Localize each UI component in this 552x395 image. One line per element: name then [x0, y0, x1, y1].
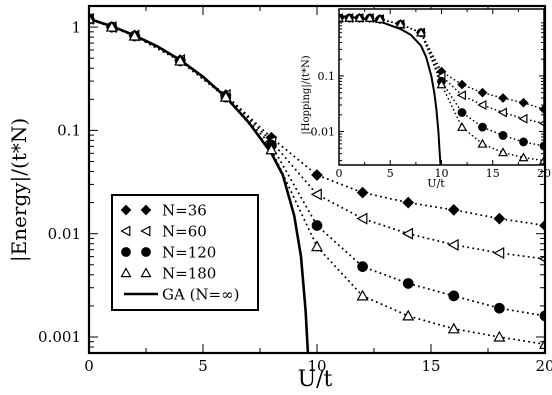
inset-series-n-180-point: [497, 147, 509, 157]
inset-series-n-36-point: [477, 87, 488, 98]
main-y-tick-label: 1: [71, 18, 81, 36]
main-y-axis-label: |Energy|/(t*N): [7, 118, 32, 262]
main-series-n-120-point: [448, 290, 460, 302]
inset-x-tick-label: 0: [336, 167, 343, 180]
main-x-tick-label: 15: [421, 357, 440, 375]
main-series-n-36-point: [539, 219, 545, 232]
main-series-n-60-point: [401, 227, 414, 240]
main-series-n-60-point: [356, 212, 368, 225]
inset-y-tick-label: 0.01: [311, 125, 336, 138]
inset-x-axis-label: U/t: [427, 177, 445, 190]
inset-series-n-60-point: [518, 113, 528, 124]
main-series-n-180-point: [89, 12, 96, 24]
main-series-n-180-point: [265, 143, 278, 155]
main-y-tick-label: 0.01: [48, 225, 81, 243]
legend-n-120-swatch: [121, 247, 131, 257]
main-series-n-36-point: [447, 204, 460, 216]
main-series-n-180-point: [356, 289, 369, 301]
inset-series-n-36-point: [518, 97, 529, 108]
legend-n-180-swatch: [140, 267, 152, 278]
inset-data: [339, 12, 544, 165]
main-series-n-180-point: [310, 240, 324, 252]
inset-plot: 0 5 10 15 20 0.01 0.1: [311, 8, 551, 180]
main-series-n-120-line: [89, 17, 545, 317]
main-series-n-180-point: [402, 309, 415, 321]
main-frame: [87, 4, 547, 355]
legend-n-60-swatch: [140, 225, 151, 237]
inset-x-tick-label: 15: [486, 167, 500, 180]
legend-n-36-swatch: [120, 204, 132, 216]
main-series-n-60-point: [493, 247, 505, 260]
main-x-tick-label: 5: [198, 357, 208, 375]
inset-series-n-180-point: [395, 19, 406, 29]
main-y-tick-label: 0.001: [38, 328, 81, 346]
main-series-n-36-point: [356, 186, 369, 199]
inset-series-n-120-point: [498, 131, 508, 140]
inset-y-axis-label: |Hopping|/(t*N): [301, 55, 312, 134]
inset-series-n-60-point: [497, 107, 507, 118]
inset-series-n-120-point: [478, 122, 487, 132]
legend-n-120-label: N=120: [162, 244, 216, 262]
main-x-tick-label: 0: [84, 357, 94, 375]
main-y-tick-label: 0.1: [57, 122, 81, 140]
inset-series-n-180-point: [538, 155, 544, 165]
legend-box: [111, 194, 259, 311]
inset-x-tick-label: 10: [435, 167, 449, 180]
legend: N=36 N=60 N=120 N=180 GA (N=∞): [111, 194, 259, 311]
inset-series-n-36-point: [498, 93, 508, 103]
main-series-n-120-point: [311, 220, 323, 231]
main-x-tick-label: 20: [535, 357, 552, 375]
inset-series-n-180-point: [339, 12, 345, 22]
inset-x-tick-label: 20: [537, 167, 551, 180]
legend-n-36-label: N=36: [162, 202, 207, 220]
main-series-n-180-point: [538, 338, 545, 349]
inset-series-n-180-point: [364, 12, 375, 22]
inset-series-n-60-point: [456, 90, 466, 101]
inset-series-n-36-point: [539, 104, 544, 115]
inset-x-tick-label: 5: [387, 167, 394, 180]
main-series-n-60-point: [447, 238, 459, 251]
legend-n-60-swatch: [120, 225, 131, 237]
inset-series-n-180-point: [354, 12, 365, 22]
main-series-n-120-point: [494, 302, 505, 314]
inset-y-tick-label: 0.1: [318, 70, 336, 83]
main-series-n-36-point: [493, 212, 506, 225]
inset-series-n-120-point: [519, 137, 528, 147]
main-series-n-36-point: [402, 196, 415, 209]
inset-series-n-180-point: [344, 12, 355, 22]
inset-series-n-36-point: [457, 79, 467, 90]
main-series-n-120-point: [402, 278, 414, 289]
legend-n-180-label: N=180: [162, 265, 216, 283]
legend-n-120-swatch: [141, 247, 151, 257]
inset-series-n-120-point: [539, 141, 544, 151]
main-series-n-180-point: [493, 330, 506, 342]
legend-ga-n-label: GA (N=∞): [162, 286, 239, 304]
main-series-n-180-point: [219, 90, 232, 102]
legend-n-36-swatch: [140, 204, 152, 216]
inset-series-n-180-point: [477, 138, 488, 148]
main-series-n-60-point: [310, 188, 322, 201]
inset-frame: [338, 8, 545, 166]
main-x-axis-label: U/t: [298, 367, 333, 392]
main-series-n-180-point: [447, 322, 460, 334]
inset-series-n-180-point: [456, 121, 468, 131]
main-series-n-120-point: [539, 310, 545, 322]
legend-n-180-swatch: [120, 267, 132, 278]
main-series-n-36-line: [89, 17, 545, 227]
inset-series-n-180-point: [436, 79, 447, 89]
inset-series-n-120-point: [457, 108, 467, 117]
main-series-n-36-point: [311, 169, 323, 181]
inset-series-n-180-point: [374, 13, 386, 23]
inset-series-n-60-point: [477, 100, 487, 111]
legend-n-60-label: N=60: [162, 223, 207, 241]
main-series-n-180-point: [174, 54, 187, 66]
inset-series-n-180-point: [415, 27, 427, 37]
main-series-n-120-point: [357, 261, 368, 272]
inset-series-n-180-point: [518, 152, 529, 162]
main-x-tick-label: 10: [307, 357, 326, 375]
main-series-n-180-point: [105, 20, 118, 32]
main-series-n-180-point: [128, 29, 141, 41]
